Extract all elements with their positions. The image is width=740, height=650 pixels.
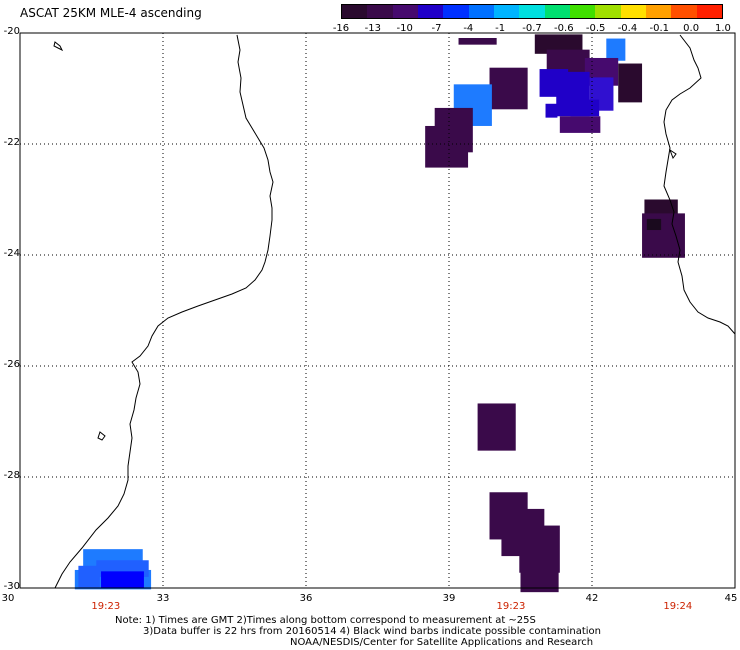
color-scale-swatch [443,5,469,18]
note-line-1: Note: 1) Times are GMT 2)Times along bot… [115,615,536,626]
color-scale-swatch [620,5,646,18]
data-cell [425,125,469,168]
color-scale-swatch [569,5,596,18]
madagascar-coastline [663,34,736,335]
time-label: 19:24 [663,601,693,612]
footnotes: Note: 1) Times are GMT 2)Times along bot… [115,615,601,648]
longitude-tick-label: 39 [442,593,456,604]
latitude-tick-label: -24 [3,248,20,259]
longitude-tick-label: 33 [156,593,170,604]
color-scale-swatch [342,5,368,18]
latitude-tick-label: -28 [3,470,20,481]
latitude-tick-label: -26 [3,359,20,370]
data-cell [101,571,144,588]
color-scale-swatch [367,5,393,18]
note-line-3: NOAA/NESDIS/Center for Satellite Applica… [290,637,594,648]
longitude-tick-label: 45 [724,593,738,604]
color-scale-labels: -16 -13 -10 -7 -4 -1 -0.7 -0.6 -0.5 -0.4 -0.1 0.0 1.… [332,23,731,34]
latitude-tick-label: -22 [3,137,20,148]
color-scale-swatch [417,5,444,18]
mainland-lake-outline [53,41,64,52]
data-cell [606,38,626,61]
color-scale-swatch [519,5,545,18]
longitude-tick-label: 30 [1,593,15,604]
data-cell [489,67,528,110]
africa-coastline [54,34,274,589]
bay-inlet-outline [668,148,677,160]
data-cell [458,37,497,45]
data-cell [477,403,516,451]
time-label: 19:23 [91,601,121,612]
grid-lines [20,33,735,588]
island-outline [97,431,106,441]
data-cell [618,63,643,103]
data-cell [534,34,583,54]
data-cell [570,99,600,117]
coastline-layer [53,34,736,589]
color-scale-swatch [696,5,722,18]
data-cell [559,116,601,133]
plot-frame [19,32,736,589]
data-cell [78,565,100,588]
color-scale-swatch [595,5,621,18]
data-cell [545,103,558,118]
color-scale-swatch [468,5,494,18]
data-cell [646,218,662,231]
longitude-tick-label: 42 [585,593,599,604]
time-label: 19:23 [496,601,526,612]
note-line-2: 3)Data buffer is 22 hrs from 20160514 4)… [143,626,601,637]
color-scale-swatch [645,5,672,18]
color-scale-bar [341,4,723,19]
chart-title: ASCAT 25KM MLE-4 ascending [20,6,202,20]
latitude-tick-label: -20 [3,26,20,37]
color-scale-swatch [392,5,418,18]
latitude-tick-label: -30 [3,581,20,592]
longitude-tick-label: 36 [299,593,313,604]
data-cells-layer [74,34,685,593]
data-cell [520,561,559,593]
color-scale-swatch [493,5,520,18]
color-scale-swatch [671,5,697,18]
color-scale-swatch [544,5,570,18]
